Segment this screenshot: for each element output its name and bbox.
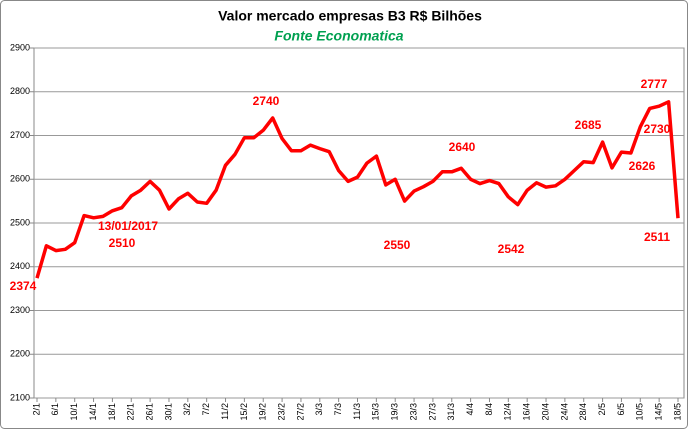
x-tick-label: 16/4 xyxy=(522,403,532,421)
y-tick-label: 2400 xyxy=(10,261,30,271)
annotation: 2740 xyxy=(253,94,280,108)
x-tick-label: 10/1 xyxy=(69,403,79,421)
chart-title: Valor mercado empresas B3 R$ Bilhões xyxy=(218,8,482,24)
x-tick-label: 18/1 xyxy=(107,403,117,421)
x-tick-label: 2/1 xyxy=(31,403,41,416)
y-tick-label: 2600 xyxy=(10,174,30,184)
annotation: 2640 xyxy=(449,140,476,154)
x-tick-label: 24/4 xyxy=(559,403,569,421)
x-tick-label: 14/1 xyxy=(88,403,98,421)
x-tick-label: 7/3 xyxy=(333,403,343,416)
x-tick-label: 18/5 xyxy=(672,403,682,421)
y-tick-label: 2200 xyxy=(10,349,30,359)
x-tick-label: 14/5 xyxy=(654,403,664,421)
x-tick-label: 4/4 xyxy=(465,403,475,416)
annotation: 2374 xyxy=(10,279,37,293)
x-tick-label: 2/5 xyxy=(597,403,607,416)
x-tick-label: 20/4 xyxy=(540,403,550,421)
x-tick-label: 15/3 xyxy=(371,403,381,421)
y-tick-label: 2300 xyxy=(10,305,30,315)
annotation: 2685 xyxy=(575,118,602,132)
x-tick-label: 11/3 xyxy=(352,403,362,420)
x-tick-label: 27/3 xyxy=(427,403,437,421)
x-tick-label: 12/4 xyxy=(503,403,513,421)
x-tick-label: 3/3 xyxy=(314,403,324,416)
x-tick-label: 22/1 xyxy=(126,403,136,421)
x-tick-label: 6/5 xyxy=(616,403,626,416)
annotation: 2730 xyxy=(644,122,671,136)
x-tick-label: 23/3 xyxy=(408,403,418,421)
x-tick-label: 11/2 xyxy=(220,403,230,420)
x-tick-label: 7/2 xyxy=(201,403,211,416)
x-tick-label: 19/2 xyxy=(258,403,268,421)
x-tick-label: 23/2 xyxy=(276,403,286,421)
annotation: 2550 xyxy=(384,238,411,252)
x-tick-label: 19/3 xyxy=(390,403,400,421)
x-tick-label: 15/2 xyxy=(239,403,249,421)
annotation: 2542 xyxy=(498,242,525,256)
x-tick-label: 26/1 xyxy=(144,403,154,421)
annotation: 2511 xyxy=(644,230,670,244)
annotation: 2626 xyxy=(629,159,656,173)
x-tick-label: 3/2 xyxy=(182,403,192,416)
x-tick-label: 28/4 xyxy=(578,403,588,421)
chart-subtitle: Fonte Economatica xyxy=(274,28,403,44)
y-tick-label: 2100 xyxy=(10,392,30,402)
data-line xyxy=(35,100,680,279)
annotation: 13/01/2017 xyxy=(98,219,158,233)
y-tick-label: 2800 xyxy=(10,86,30,96)
x-tick-label: 31/3 xyxy=(446,403,456,421)
x-tick-label: 30/1 xyxy=(163,403,173,421)
y-tick-label: 2700 xyxy=(10,130,30,140)
x-tick-label: 8/4 xyxy=(484,403,494,416)
y-tick-label: 2500 xyxy=(10,217,30,227)
x-tick-label: 6/1 xyxy=(50,403,60,416)
x-tick-label: 27/2 xyxy=(295,403,305,421)
x-tick-label: 10/5 xyxy=(635,403,645,421)
annotation: 2510 xyxy=(109,236,136,250)
annotation: 2777 xyxy=(641,77,668,91)
y-tick-label: 2900 xyxy=(10,42,30,52)
